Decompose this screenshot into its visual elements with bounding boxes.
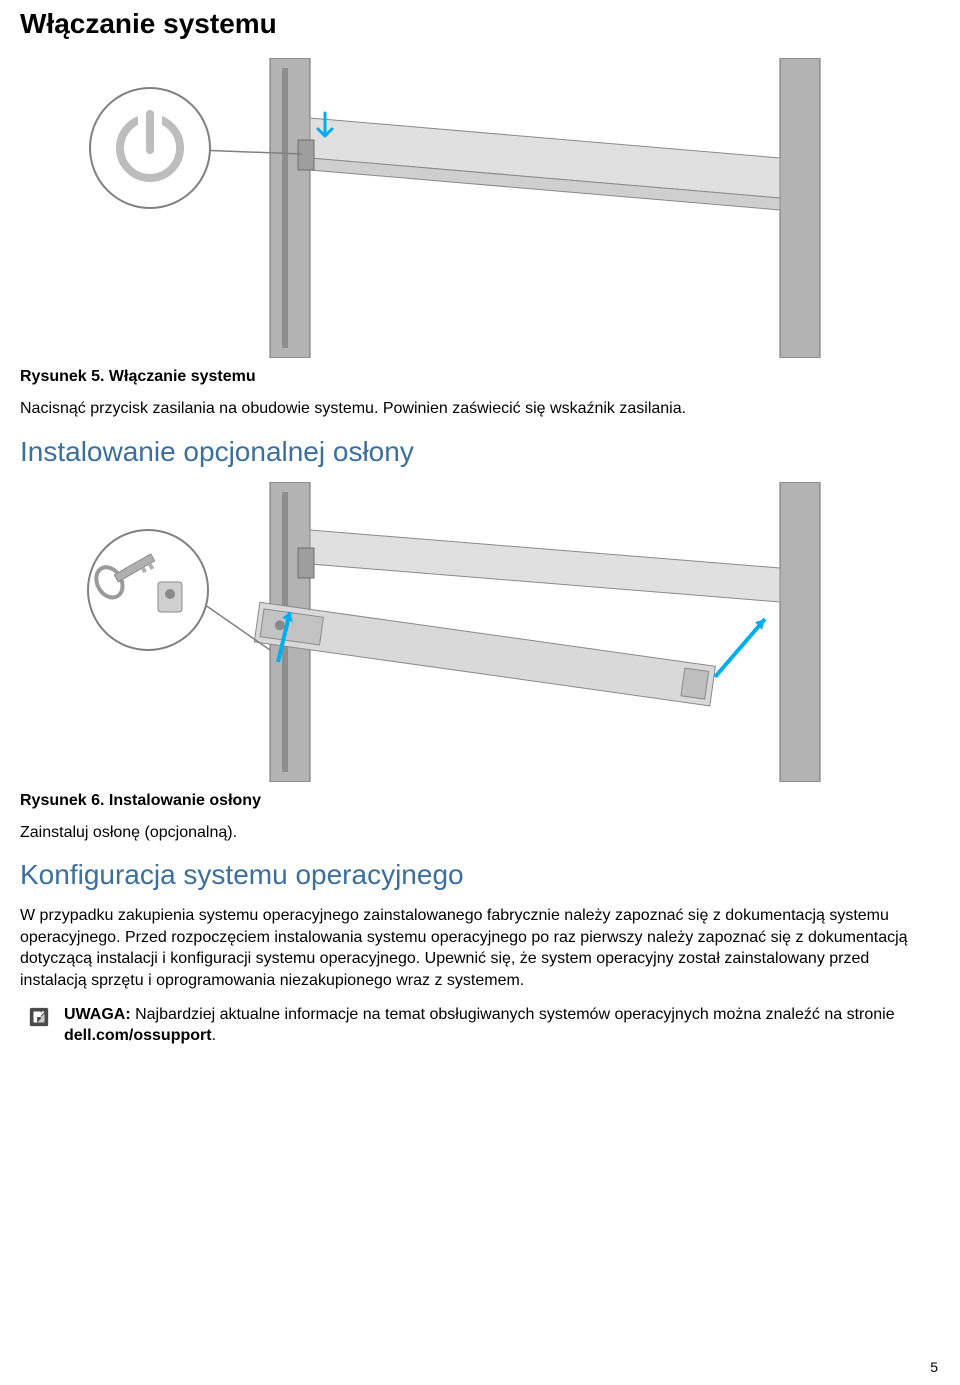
note-body: Najbardziej aktualne informacje na temat… (131, 1006, 895, 1023)
page-number: 5 (930, 1359, 938, 1375)
section3-body: W przypadku zakupienia systemu operacyjn… (20, 905, 940, 991)
section2-body: Zainstaluj osłonę (opcjonalną). (20, 822, 940, 844)
note-link: dell.com/ossupport (64, 1027, 212, 1044)
note-label: UWAGA: (64, 1006, 131, 1023)
note-text: UWAGA: Najbardziej aktualne informacje n… (64, 1004, 940, 1047)
section3-title: Konfiguracja systemu operacyjnego (20, 859, 940, 891)
note-tail: . (212, 1027, 216, 1044)
note-block: UWAGA: Najbardziej aktualne informacje n… (20, 1004, 940, 1047)
section1-title: Włączanie systemu (20, 8, 940, 40)
figure-5-caption: Rysunek 5. Włączanie systemu (20, 368, 940, 386)
section1-body: Nacisnąć przycisk zasilania na obudowie … (20, 398, 940, 420)
note-icon (28, 1006, 50, 1028)
section2-title: Instalowanie opcjonalnej osłony (20, 436, 940, 468)
figure-5-illustration (20, 58, 870, 358)
figure-6-caption: Rysunek 6. Instalowanie osłony (20, 792, 940, 810)
figure-6-illustration (20, 482, 870, 782)
